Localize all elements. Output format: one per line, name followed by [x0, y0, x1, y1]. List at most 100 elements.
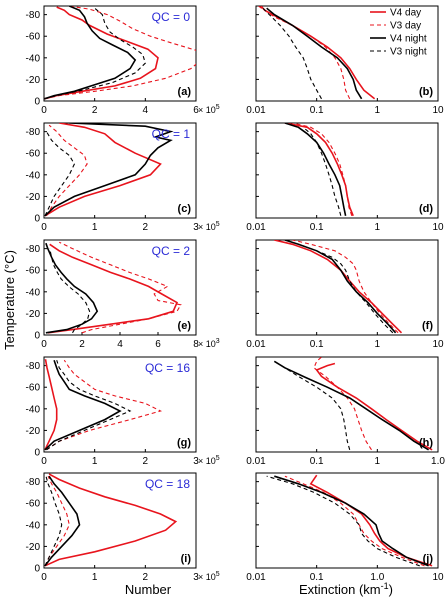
x-tick-label: 8	[193, 339, 199, 350]
panel-label: (d)	[419, 203, 433, 215]
y-tick-label: 0	[34, 214, 40, 225]
y-tick-label: 0	[34, 97, 40, 108]
y-tick-label: -60	[26, 499, 41, 510]
series-line-v3-night	[44, 131, 76, 217]
qc-label: QC = 2	[152, 244, 191, 258]
series-line-v4-night	[273, 360, 430, 451]
y-tick-label: -80	[26, 127, 41, 138]
y-tick-label: -20	[26, 192, 41, 203]
x-tick-label: 1.0	[370, 572, 384, 583]
series-line-v4-night	[284, 123, 347, 216]
panel-h: 0.01 0.1 1 1.0 (h)	[246, 356, 445, 467]
x-multiplier: × 105	[198, 571, 220, 582]
x-tick-label: 6	[155, 339, 161, 350]
series-line-v4-night	[44, 123, 174, 217]
x-axis-label-right-end: )	[389, 582, 393, 597]
x-multiplier: × 105	[198, 221, 220, 232]
x-axis-label-right-main: Extinction (km	[299, 582, 381, 597]
y-tick-label: -60	[26, 32, 41, 43]
plot-frame	[43, 472, 197, 569]
x-tick-label: 2	[92, 105, 98, 116]
y-axis-label: Temperature (°C)	[2, 250, 17, 350]
y-tick-label: -20	[26, 75, 41, 86]
series-line-v4-day	[47, 243, 179, 334]
series-line-v4-day	[44, 6, 159, 100]
panel-label: (f)	[422, 320, 433, 332]
series-line-v3-day	[313, 357, 372, 451]
panel-d: 0.01 0.1 1 10 (d)	[246, 122, 444, 233]
x-tick-label: 2	[143, 222, 149, 233]
series-line-v3-night	[274, 360, 351, 450]
y-tick-label: -60	[26, 383, 41, 394]
x-tick-label: 10	[432, 572, 444, 583]
x-multiplier-base: × 10	[198, 572, 216, 582]
x-tick-label: 1	[375, 339, 381, 350]
qc-label: QC = 16	[145, 361, 190, 375]
series-line-v4-day	[44, 123, 162, 217]
x-tick-label: 0	[41, 572, 47, 583]
y-tick-label: -20	[26, 309, 41, 320]
series-line-v3-day	[292, 240, 399, 334]
y-tick-label: 0	[34, 448, 40, 459]
series-line-v4-night	[44, 6, 137, 100]
qc-label: QC = 1	[152, 127, 191, 141]
y-tick-label: -40	[26, 404, 41, 415]
panel-label: (g)	[177, 437, 191, 449]
x-multiplier-exponent: 5	[216, 221, 220, 228]
x-multiplier-base: × 10	[198, 339, 216, 349]
x-tick-label: 10	[432, 222, 444, 233]
series-line-v4-night	[44, 359, 122, 451]
x-tick-label: 2	[143, 572, 149, 583]
legend-label: V3 day	[390, 21, 421, 32]
x-multiplier-base: × 10	[198, 105, 216, 115]
y-tick-label: -80	[26, 477, 41, 488]
x-multiplier-exponent: 5	[216, 571, 220, 578]
plot-frame	[255, 472, 439, 569]
x-tick-label: 0	[41, 222, 47, 233]
series-line-v3-day	[46, 359, 163, 451]
x-tick-label: 4	[143, 105, 149, 116]
series-line-v3-day	[44, 475, 70, 567]
series-line-v3-night	[298, 243, 394, 334]
plot-frame	[255, 239, 439, 336]
x-tick-label: 3	[193, 572, 199, 583]
y-tick-label: -60	[26, 266, 41, 277]
x-axis-label-right: Extinction (km-1)	[299, 581, 393, 597]
series-line-v3-night	[266, 475, 420, 567]
series-line-v3-day	[46, 124, 88, 217]
y-tick-label: 0	[34, 331, 40, 342]
x-tick-label: 1.0	[431, 456, 445, 467]
panel-i: 0 1 2 3 × 105 -80 -60 -40 -20 0 QC = 18 (i)	[26, 472, 220, 583]
series-line-v4-night	[274, 475, 429, 567]
panel-label: (b)	[419, 86, 433, 98]
y-tick-label: -80	[26, 10, 41, 21]
series-line-v4-night	[266, 7, 363, 100]
plot-frame	[255, 122, 439, 219]
x-tick-label: 1	[375, 456, 381, 467]
y-tick-label: -40	[26, 53, 41, 64]
x-tick-label: 0	[41, 456, 47, 467]
x-tick-label: 0.1	[310, 456, 324, 467]
x-multiplier-exponent: 5	[216, 104, 220, 111]
y-tick-label: -80	[26, 244, 41, 255]
legend: V4 day V3 day V4 night V3 night	[370, 8, 427, 58]
x-multiplier-base: × 10	[198, 222, 216, 232]
panel-label: (a)	[178, 86, 192, 98]
series-line-v4-day	[274, 240, 403, 334]
legend-label: V4 day	[390, 8, 421, 19]
series-line-v3-day	[284, 475, 425, 567]
x-tick-label: 2	[79, 339, 85, 350]
series-line-v3-night	[260, 6, 322, 100]
x-tick-label: 6	[193, 105, 199, 116]
series-line-v4-night	[44, 475, 81, 567]
series-line-v4-day	[260, 6, 376, 100]
x-tick-label: 1	[375, 222, 381, 233]
panel-g: 0 1 2 3 × 105 -80 -60 -40 -20 0 QC = 16 (g)	[26, 356, 220, 467]
y-tick-label: -40	[26, 287, 41, 298]
x-tick-label: 10	[432, 105, 444, 116]
panel-b: 0.01 0.1 1 10 (b)	[246, 5, 444, 116]
panel-label: (j)	[423, 553, 434, 565]
panel-e: 0 2 4 6 8 × 103 -80 -60 -40 -20 0 QC = 2 (e)	[26, 239, 220, 350]
x-tick-label: 0.1	[310, 572, 324, 583]
